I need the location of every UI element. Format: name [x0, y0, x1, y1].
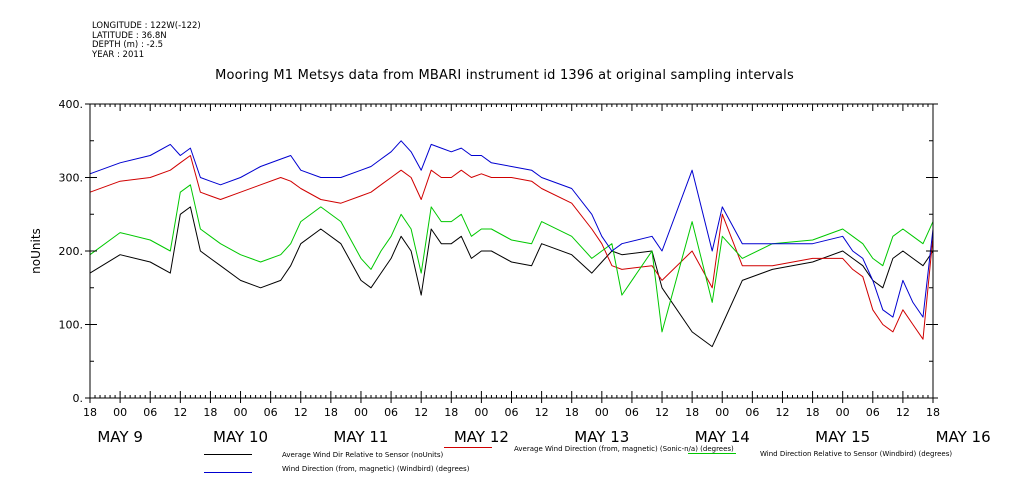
legend-swatch-4 [204, 472, 252, 473]
series-line-3 [89, 184, 934, 333]
x-tick-label: 06 [264, 406, 278, 419]
legend-label-2: Average Wind Direction (from, magnetic) … [514, 445, 734, 453]
x-tick-label: 00 [474, 406, 488, 419]
x-tick-label: 12 [414, 406, 428, 419]
legend-swatch-1 [204, 454, 252, 455]
x-tick-label: 00 [113, 406, 127, 419]
x-tick-label: 06 [625, 406, 639, 419]
metadata-block: LONGITUDE : 122W(-122) LATITUDE : 36.8N … [92, 21, 201, 60]
latitude-label: LATITUDE : 36.8N [92, 30, 167, 41]
x-tick-label: 12 [655, 406, 669, 419]
x-day-label: MAY 16 [936, 428, 991, 446]
series-line-1 [89, 206, 934, 348]
x-tick-label: 18 [806, 406, 820, 419]
x-tick-label: 00 [234, 406, 248, 419]
x-tick-label: 12 [896, 406, 910, 419]
x-day-label: MAY 9 [97, 428, 143, 446]
legend-label-4: Wind Direction (from, magnetic) (Windbir… [282, 465, 470, 473]
series-line-4 [89, 140, 934, 318]
x-day-label: MAY 14 [695, 428, 750, 446]
x-tick-label: 18 [926, 406, 940, 419]
y-tick-label: 400. [59, 98, 84, 111]
x-day-label: MAY 12 [454, 428, 509, 446]
x-tick-label: 00 [836, 406, 850, 419]
series-line-2 [89, 155, 934, 340]
x-tick-label: 06 [384, 406, 398, 419]
x-tick-label: 12 [775, 406, 789, 419]
depth-label: DEPTH (m) : -2.5 [92, 40, 164, 50]
y-tick-label: 300. [59, 172, 84, 185]
plot-frame [89, 103, 934, 399]
series-layer [89, 140, 934, 348]
legend-label-1: Average Wind Dir Relative to Sensor (noU… [282, 451, 444, 459]
ticks-layer: 18 00 06 12 18 00 06 12 18 00 06 12 18 00 06 12 18 00 06 12… [59, 98, 991, 446]
y-tick-label: 0. [73, 392, 84, 405]
x-tick-label: 00 [354, 406, 368, 419]
x-tick-label: 18 [83, 406, 97, 419]
x-tick-label: 18 [203, 406, 217, 419]
x-tick-label: 18 [444, 406, 458, 419]
legend-swatch-3 [688, 453, 736, 454]
x-tick-label: 06 [143, 406, 157, 419]
x-day-label: MAY 13 [574, 428, 629, 446]
x-tick-label: 00 [595, 406, 609, 419]
legend-label-3: Wind Direction Relative to Sensor (Windb… [760, 450, 953, 458]
x-tick-label: 12 [173, 406, 187, 419]
x-tick-label: 06 [505, 406, 519, 419]
longitude-label: LONGITUDE : 122W(-122) [92, 21, 201, 31]
y-tick-label: 100. [59, 319, 84, 332]
y-axis-label: noUnits [29, 228, 43, 274]
year-label: YEAR : 2011 [92, 49, 145, 60]
x-tick-label: 06 [866, 406, 880, 419]
x-tick-label: 00 [715, 406, 729, 419]
x-day-label: MAY 15 [815, 428, 870, 446]
x-tick-label: 06 [745, 406, 759, 419]
x-tick-label: 12 [294, 406, 308, 419]
x-tick-label: 18 [565, 406, 579, 419]
x-tick-label: 18 [324, 406, 338, 419]
x-day-label: MAY 10 [213, 428, 268, 446]
x-tick-label: 18 [685, 406, 699, 419]
chart-title: Mooring M1 Metsys data from MBARI instru… [215, 68, 794, 83]
y-tick-label: 200. [59, 245, 84, 258]
legend-swatch-2 [444, 447, 492, 448]
x-day-label: MAY 11 [333, 428, 388, 446]
x-tick-label: 12 [535, 406, 549, 419]
